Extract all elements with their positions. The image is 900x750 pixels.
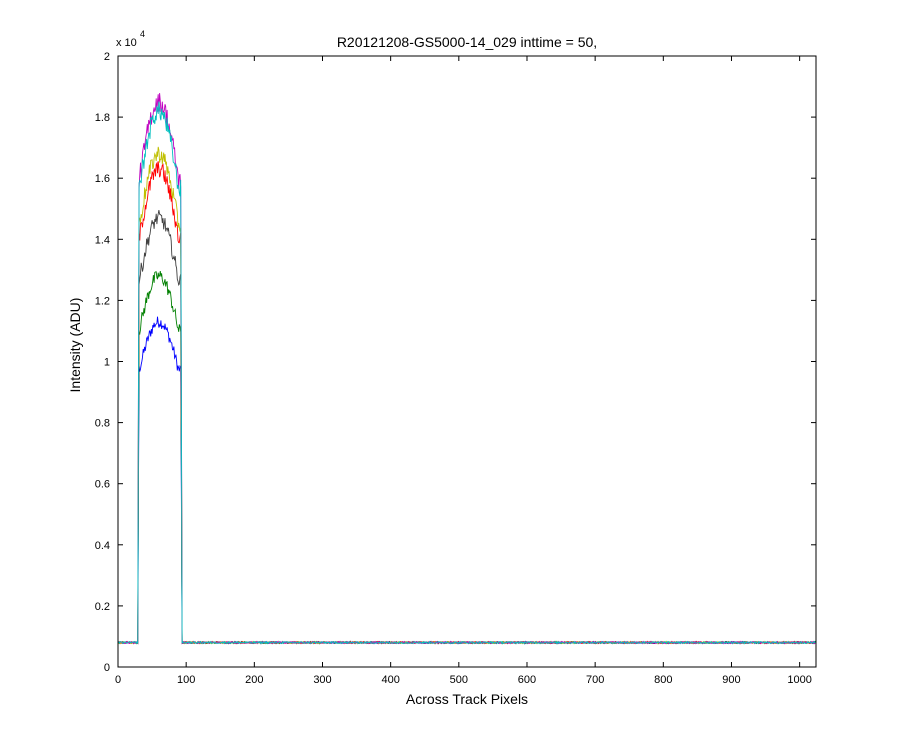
- y-tick-label: 0.6: [95, 479, 110, 491]
- y-tick-label: 1.4: [95, 234, 110, 246]
- x-tick-label: 200: [245, 674, 263, 686]
- series-layer: [117, 93, 817, 645]
- x-axis-label: Across Track Pixels: [406, 691, 528, 707]
- y-multiplier-base: x 10: [116, 37, 137, 49]
- x-tick-label: 700: [586, 674, 604, 686]
- y-tick-label: 1.2: [95, 295, 110, 307]
- x-tick-label: 0: [115, 674, 121, 686]
- x-tick-label: 300: [313, 674, 331, 686]
- series-line: [117, 101, 817, 645]
- y-tick-label: 0: [104, 662, 110, 674]
- y-tick-label: 1.6: [95, 173, 110, 185]
- y-multiplier-exponent: 4: [140, 29, 145, 39]
- plot-area: [118, 56, 816, 667]
- y-tick-label: 1.8: [95, 112, 110, 124]
- y-tick-label: 2: [104, 51, 110, 63]
- chart-title: R20121208-GS5000-14_029 inttime = 50,: [337, 34, 597, 50]
- x-tick-label: 900: [722, 674, 740, 686]
- y-axis: 0 0.2 0.4 0.6 0.8 1 1.2 1.4 1.6 1.8 2: [95, 51, 816, 674]
- x-tick-label: 100: [177, 674, 195, 686]
- x-tick-label: 1000: [787, 674, 811, 686]
- x-tick-label: 400: [381, 674, 399, 686]
- x-axis: 0 100 200 300 400 500 600 700 800 900 1000: [115, 56, 812, 686]
- y-tick-label: 0.4: [95, 540, 110, 552]
- x-tick-label: 500: [450, 674, 468, 686]
- y-tick-label: 1: [104, 357, 110, 369]
- y-tick-label: 0.8: [95, 418, 110, 430]
- y-axis-label: Intensity (ADU): [67, 298, 83, 393]
- x-tick-label: 800: [654, 674, 672, 686]
- x-tick-label: 600: [518, 674, 536, 686]
- y-tick-label: 0.2: [95, 601, 110, 613]
